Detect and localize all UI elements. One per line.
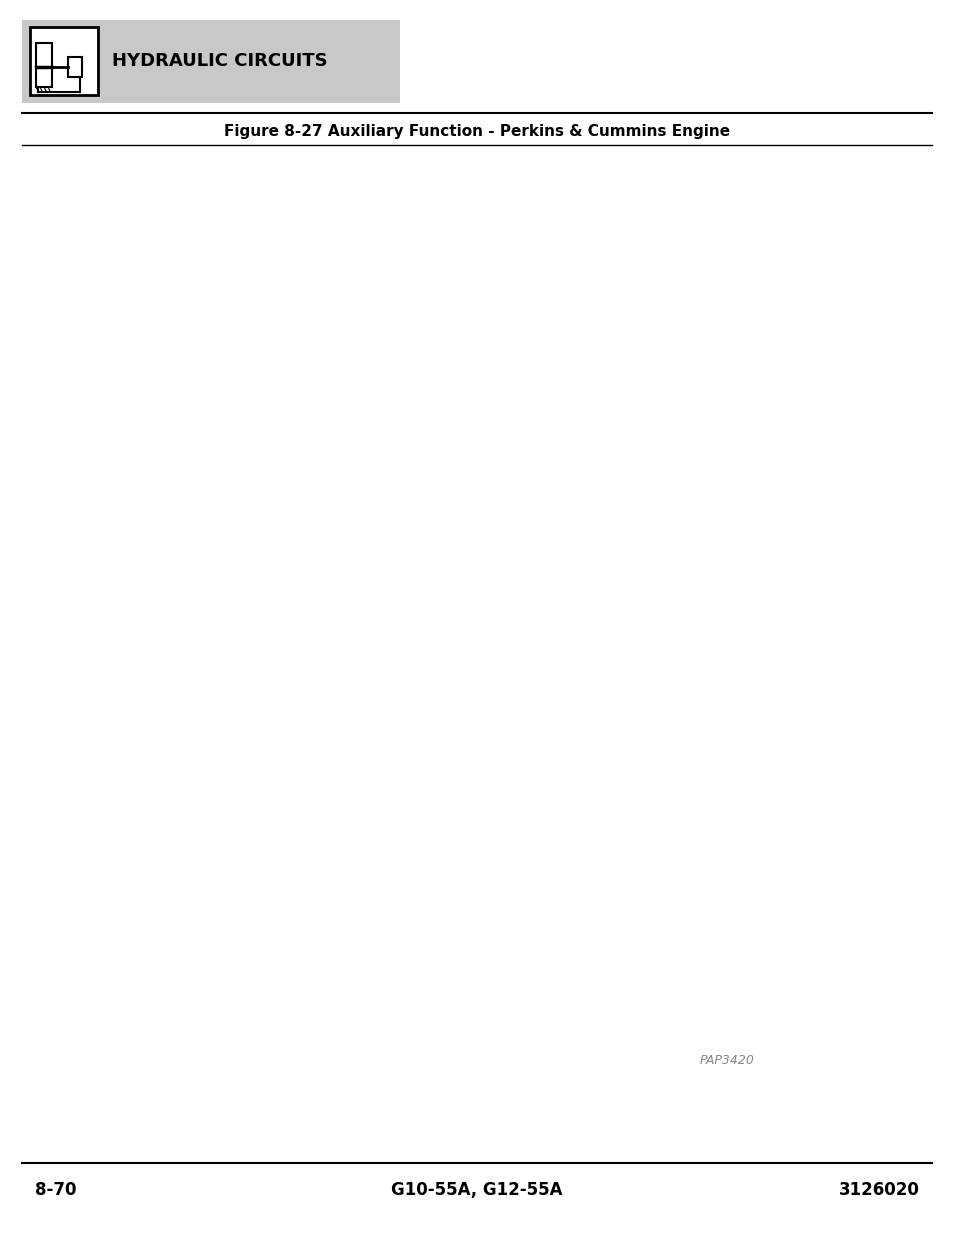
Bar	[22, 20, 399, 103]
Text: 3126020: 3126020	[839, 1181, 919, 1199]
Text: Figure 8-27 Auxiliary Function - Perkins & Cummins Engine: Figure 8-27 Auxiliary Function - Perkins…	[224, 124, 729, 138]
Bar	[30, 27, 98, 95]
Text: HYDRAULIC CIRCUITS: HYDRAULIC CIRCUITS	[112, 52, 327, 70]
Text: 8-70: 8-70	[35, 1181, 76, 1199]
Text: G10-55A, G12-55A: G10-55A, G12-55A	[391, 1181, 562, 1199]
Bar	[68, 57, 82, 77]
Text: PAP3420: PAP3420	[700, 1053, 754, 1067]
Bar	[36, 43, 52, 86]
